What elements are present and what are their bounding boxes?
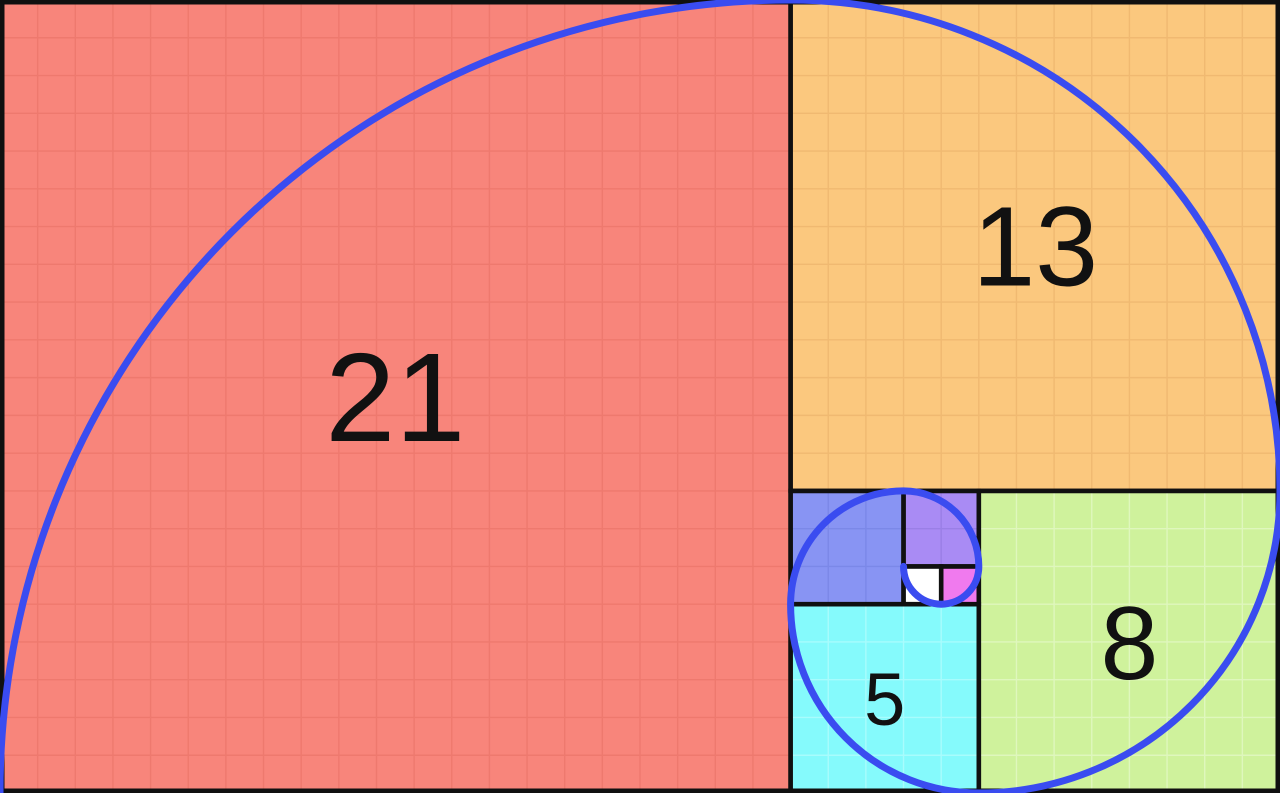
square-1-border: [938, 564, 982, 607]
square-21-label: 21: [325, 327, 465, 468]
square-13-fill: [790, 0, 1280, 491]
square-21-fill: [0, 0, 791, 793]
square-5-label: 5: [864, 658, 905, 741]
square-5-fill: [790, 604, 979, 793]
square-5-gridlines: [790, 604, 979, 793]
square-21-gridlines: [0, 0, 791, 793]
square-13-gridlines: [790, 0, 1280, 491]
square-8-label: 8: [1100, 586, 1158, 702]
square-3-gridlines: [790, 490, 904, 605]
square-13-label: 13: [972, 184, 1098, 310]
